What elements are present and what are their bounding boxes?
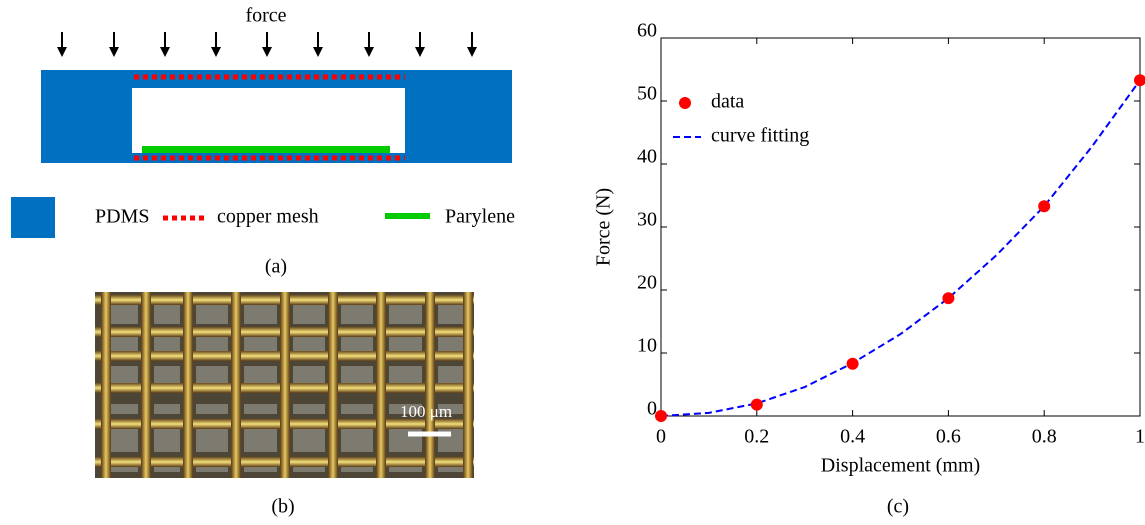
mesh-cell (389, 426, 422, 452)
x-axis-label: Displacement (mm) (821, 455, 980, 477)
wire (141, 292, 151, 478)
parylene-layer (142, 146, 390, 153)
mesh-cell (154, 426, 180, 452)
caption: (a) (265, 256, 287, 278)
x-tick-label: 0.8 (1032, 426, 1057, 448)
wire (425, 292, 435, 478)
mesh-cell (244, 404, 277, 414)
mesh-cell (154, 404, 180, 414)
data-point (1134, 74, 1145, 86)
mesh-cell (196, 404, 228, 414)
mesh-cell (244, 426, 277, 452)
caption: (b) (271, 496, 294, 518)
wire (101, 292, 111, 478)
wire (328, 292, 338, 478)
legend-label: curve fitting (711, 125, 809, 147)
mesh-cell (293, 426, 325, 452)
data-point (751, 399, 763, 411)
x-tick-label: 0.6 (936, 426, 961, 448)
y-tick-label: 30 (637, 209, 657, 231)
x-tick-label: 0 (656, 426, 666, 448)
figure: force PDMS copper mesh Parylene (a) 100 … (0, 0, 1145, 525)
y-tick-label: 60 (637, 20, 657, 42)
mesh-cell (341, 426, 373, 452)
x-tick-label: 1 (1135, 426, 1145, 448)
mesh-cell (341, 404, 373, 414)
force-arrows (62, 32, 472, 52)
legend-label: copper mesh (217, 206, 319, 228)
y-tick-label: 50 (637, 83, 657, 105)
y-tick-label: 10 (637, 335, 657, 357)
caption: (c) (887, 496, 909, 518)
data-point (847, 358, 859, 370)
mesh-cell (438, 426, 466, 452)
mesh-cell (196, 426, 228, 452)
y-axis-label: Force (N) (593, 188, 615, 266)
data-point (1038, 200, 1050, 212)
mesh-photo (95, 292, 474, 478)
data-point (942, 292, 954, 304)
cavity (132, 88, 405, 153)
wire (376, 292, 386, 478)
legend-swatch (679, 97, 691, 109)
legend-swatch-pdms (11, 197, 55, 238)
x-tick-label: 0.2 (744, 426, 769, 448)
mesh-cell (293, 404, 325, 414)
force-label: force (245, 5, 286, 27)
wire (463, 292, 473, 478)
wire (231, 292, 241, 478)
legend-label: Parylene (445, 206, 515, 228)
y-tick-label: 20 (637, 272, 657, 294)
x-tick-label: 0.4 (840, 426, 865, 448)
legend-label: data (711, 91, 744, 113)
wire (183, 292, 193, 478)
legend-label: PDMS (95, 206, 149, 228)
wire (280, 292, 290, 478)
data-point (655, 410, 667, 422)
y-tick-label: 40 (637, 146, 657, 168)
scale-bar-label: 100 μm (400, 402, 452, 421)
